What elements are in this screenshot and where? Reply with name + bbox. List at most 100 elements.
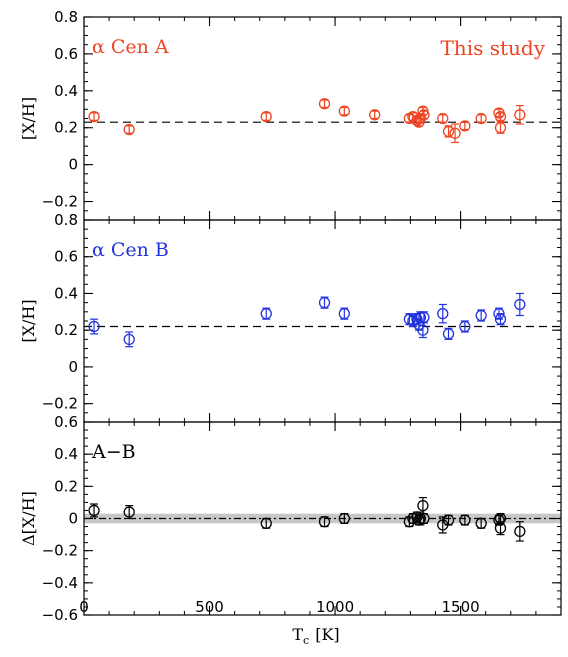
data-point	[494, 111, 507, 123]
y-tick-label: −0.2	[42, 395, 78, 413]
x-tick-labels: 0 500 1000 1500	[79, 598, 479, 616]
point-marker	[418, 512, 430, 525]
point-marker	[437, 308, 449, 320]
point-marker	[338, 512, 350, 525]
data-point	[459, 120, 471, 132]
point-marker	[338, 105, 350, 117]
point-marker	[318, 296, 331, 309]
point-marker	[514, 298, 526, 311]
point-marker	[442, 125, 455, 138]
point-marker	[88, 504, 100, 517]
data-point	[318, 98, 331, 110]
point-marker	[442, 514, 455, 526]
y-tick-label: 0	[68, 510, 78, 528]
point-marker	[123, 123, 135, 136]
data-point	[88, 503, 100, 518]
y-tick-label: 0	[68, 156, 78, 174]
y-tick-label: 0.6	[54, 248, 78, 266]
data-point	[123, 505, 135, 520]
point-marker	[260, 111, 272, 123]
data-point	[88, 111, 100, 123]
y-tick-label: 0.2	[54, 477, 78, 495]
point-marker	[459, 514, 471, 526]
data-point	[494, 121, 507, 134]
point-marker	[475, 517, 487, 529]
data-point	[475, 309, 487, 322]
x-axis-label-sub: c	[303, 634, 309, 647]
data-point	[338, 105, 350, 117]
y-tick-label: 0.8	[54, 211, 78, 229]
point-marker	[88, 320, 100, 333]
y-tick-label: 0.2	[54, 119, 78, 137]
data-point	[494, 313, 507, 326]
data-point	[459, 320, 471, 333]
data-point	[338, 307, 350, 320]
x-tick-label: 1000	[316, 598, 354, 616]
point-marker	[260, 308, 272, 320]
data-point	[338, 512, 350, 525]
panel-A: −0.2 0 0.2 0.4 0.6 0.8 [X/H] α Cen A This study	[19, 8, 562, 221]
x-tick-label: 1500	[441, 598, 479, 616]
panel-label: α Cen A	[92, 36, 169, 58]
point-marker	[418, 311, 430, 323]
point-marker	[475, 112, 487, 125]
data-point	[442, 514, 455, 526]
data-point	[494, 512, 507, 525]
data-point	[475, 112, 487, 125]
data-point	[437, 112, 449, 125]
point-marker	[417, 499, 429, 512]
point-marker	[318, 98, 331, 110]
point-marker	[260, 517, 272, 529]
point-marker	[318, 516, 331, 528]
data-point	[449, 123, 461, 144]
data-point	[418, 512, 430, 525]
data-point	[442, 125, 455, 138]
y-tick-label: −0.6	[42, 606, 78, 624]
point-marker	[369, 109, 381, 121]
data-point	[369, 109, 381, 121]
y-tick-label: −0.2	[42, 542, 78, 560]
data-point	[418, 311, 430, 324]
panel-note: This study	[440, 36, 545, 60]
x-tick-label: 0	[79, 598, 89, 616]
data-point	[123, 123, 135, 136]
x-axis-label: Tc [K]	[292, 625, 339, 647]
data-point	[260, 517, 272, 529]
y-tick-label: 0.6	[54, 45, 78, 63]
data-point	[318, 516, 331, 528]
panel-label: α Cen B	[92, 239, 169, 261]
chart-panels: −0.2 0 0.2 0.4 0.6 0.8 [X/H] α Cen A This study −…	[19, 8, 562, 624]
data-point	[514, 104, 526, 125]
panel-AB: −0.6 −0.4 −0.2 0 0.2 0.4 0.6 Δ[X/H] A−B	[19, 413, 562, 624]
point-marker	[494, 512, 507, 525]
y-tick-label: −0.4	[42, 574, 78, 592]
point-marker	[514, 109, 526, 121]
uncertainty-band	[84, 513, 561, 524]
point-marker	[459, 120, 471, 132]
data-point	[442, 327, 455, 340]
point-marker	[494, 122, 507, 134]
point-marker	[437, 112, 449, 125]
data-point	[437, 303, 449, 324]
data-point	[418, 109, 430, 121]
point-marker	[494, 313, 507, 325]
point-marker	[493, 514, 505, 526]
y-tick-label: −0.2	[42, 193, 78, 211]
point-marker	[449, 127, 461, 139]
y-tick-label: 0.4	[54, 82, 78, 100]
point-marker	[338, 308, 350, 320]
data-point	[475, 517, 487, 529]
data-point	[514, 521, 526, 542]
data-point	[318, 296, 331, 309]
y-tick-label: 0.6	[54, 413, 78, 431]
y-tick-label: 0.4	[54, 284, 78, 302]
point-marker	[417, 324, 429, 336]
panel-label: A−B	[91, 441, 136, 463]
y-tick-label: 0	[68, 358, 78, 376]
y-axis-label: [X/H]	[19, 299, 38, 342]
data-point	[260, 111, 272, 123]
y-tick-label: 0.2	[54, 321, 78, 339]
point-marker	[88, 111, 100, 123]
point-marker	[123, 333, 135, 346]
